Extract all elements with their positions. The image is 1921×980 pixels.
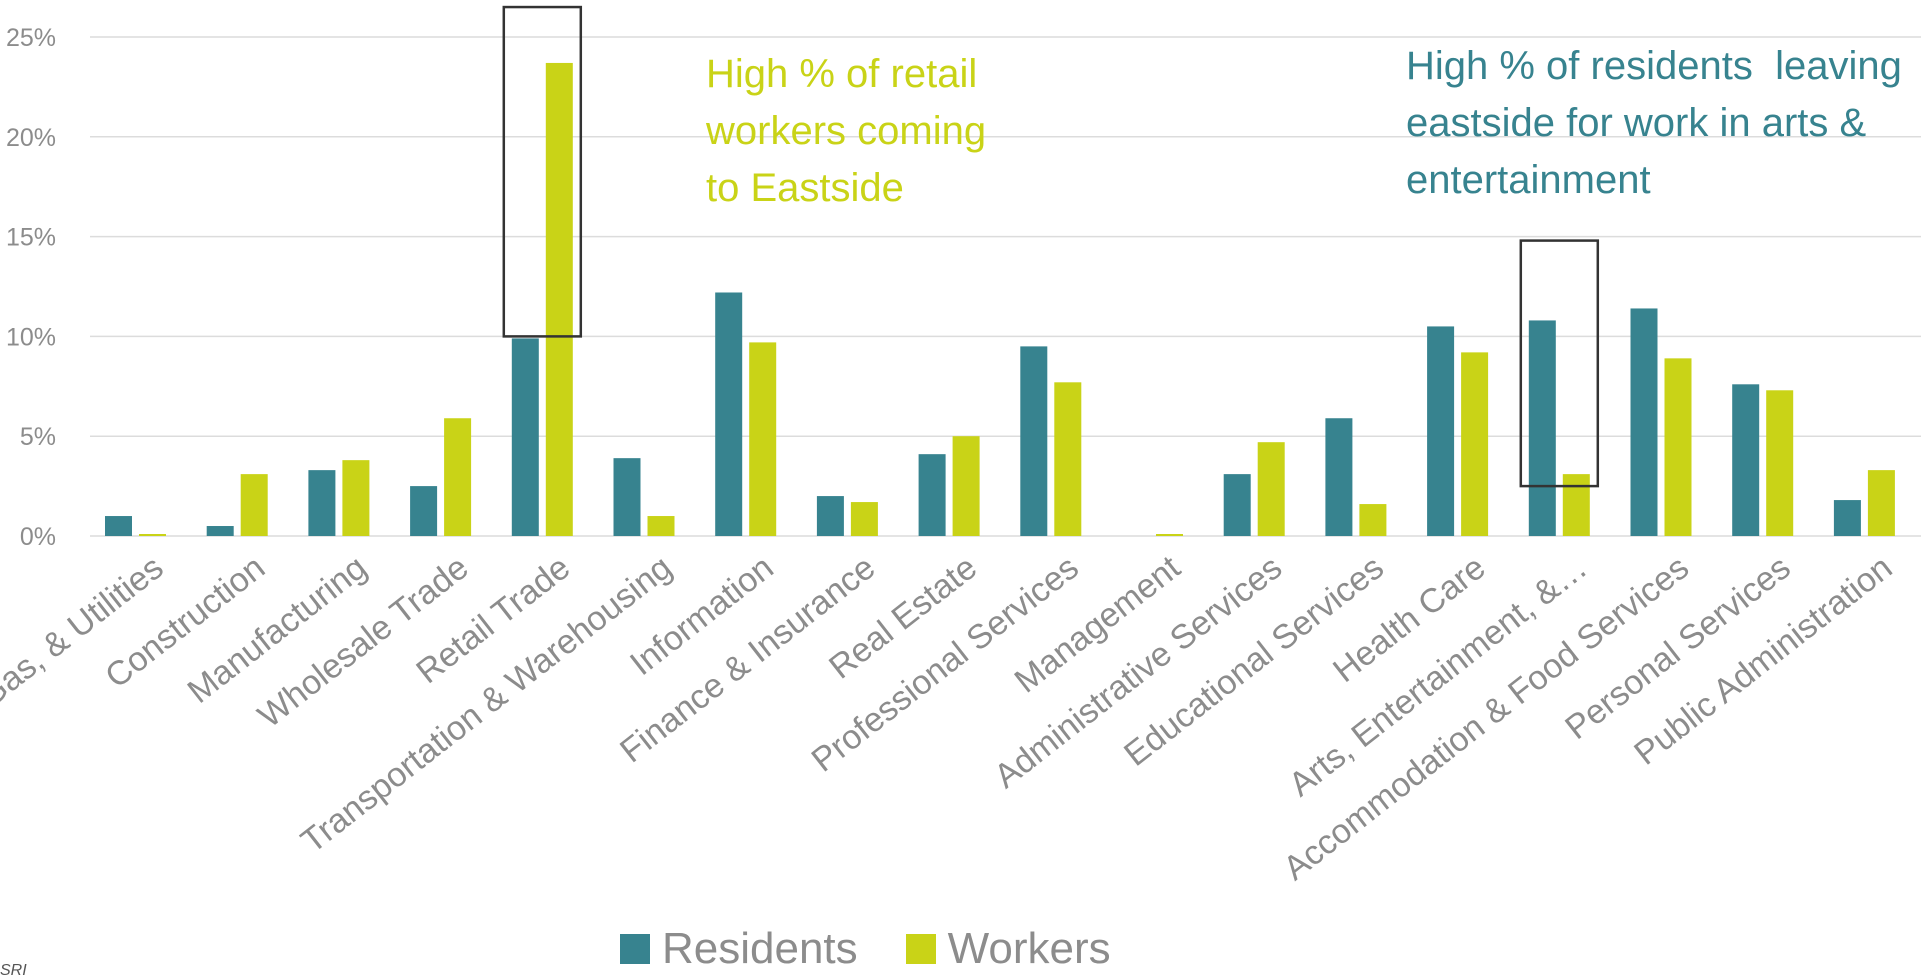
highlight-box [502,5,583,338]
bar-residents [1020,346,1048,536]
annotation-arts-residents: High % of residents leaving eastside for… [1406,44,1902,202]
highlight-box [1519,239,1600,488]
y-tick-label: 25% [6,24,56,52]
highlight-boxes [502,5,1600,488]
y-axis-ticks: 0% 5% 10% 15% 20% 25% [6,24,56,551]
bar-residents [1427,326,1455,536]
legend-swatch-workers [905,934,936,964]
bar-residents [410,486,438,536]
annotation-retail-workers: High % of retail workers coming to Easts… [706,52,987,210]
y-tick-label: 0% [20,523,56,551]
bar-workers [850,502,878,536]
bar-workers [952,436,980,536]
bar-workers [139,534,166,536]
bar-residents [1528,320,1556,536]
bar-workers [1257,442,1285,536]
bar-residents [511,338,539,536]
bar-workers [1766,390,1794,536]
bar-workers [1461,352,1489,536]
bar-residents [308,470,336,536]
bar-residents [816,496,844,536]
bar-residents [715,292,743,536]
legend-item-workers: Workers [905,924,1111,974]
y-tick-label: 5% [20,423,56,451]
y-tick-label: 15% [6,224,56,252]
bar-residents [1223,474,1251,536]
bar-workers [1054,382,1082,536]
bar-residents [918,454,946,536]
bar-workers [1156,534,1183,536]
bar-residents [613,458,641,536]
bar-workers [342,460,370,536]
bars [105,62,1895,537]
bar-workers [545,62,573,537]
y-tick-label: 20% [6,124,56,152]
legend-swatch-residents [620,934,650,964]
bar-residents [105,516,132,536]
bar-workers [1359,504,1387,536]
bar-workers [1562,474,1590,536]
legend-item-residents: Residents [620,924,858,974]
bar-workers [1867,470,1895,536]
bar-workers [749,342,777,536]
legend-label-workers: Workers [947,924,1111,973]
bar-residents [1630,308,1658,536]
legend-label-residents: Residents [662,924,858,973]
gridlines [90,36,1921,537]
bar-residents [1833,500,1861,536]
bar-workers [444,418,472,536]
x-axis-labels: Mining, Quarrying, Oil & Gas, & Utilitie… [0,548,1899,944]
bar-residents [206,526,234,536]
bar-residents [1325,418,1353,536]
source-note: SRI [0,962,27,979]
bar-workers [1664,358,1692,536]
bar-workers [647,516,675,536]
bar-workers [240,474,268,536]
y-tick-label: 10% [6,323,56,351]
bar-residents [1732,384,1760,536]
x-tick-label: Mining, Quarrying, Oil & Gas, & Utilitie… [0,548,170,943]
chart-legend: Residents Workers [620,924,1159,974]
